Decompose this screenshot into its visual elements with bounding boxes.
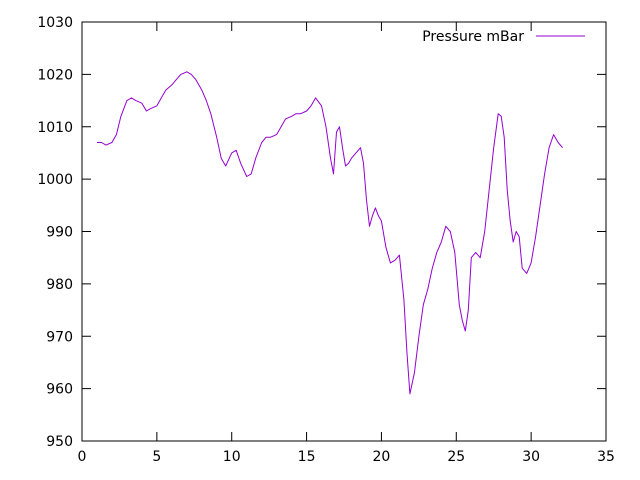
- y-tick-label: 1020: [37, 67, 73, 83]
- legend-label: Pressure mBar: [422, 29, 524, 45]
- y-tick-label: 990: [46, 225, 73, 241]
- x-tick-label: 15: [298, 449, 316, 465]
- x-tick-label: 10: [223, 449, 241, 465]
- y-tick-label: 960: [46, 382, 73, 398]
- y-tick-label: 950: [46, 434, 73, 450]
- y-tick-label: 1000: [37, 172, 73, 188]
- x-tick-label: 20: [373, 449, 391, 465]
- plot-frame: [81, 21, 607, 442]
- plot-lines: [97, 71, 563, 395]
- y-tick-label: 1010: [37, 120, 73, 136]
- x-tick-label: 35: [597, 449, 615, 465]
- x-tick-label: 30: [522, 449, 540, 465]
- y-tick-label: 980: [46, 277, 73, 293]
- x-tick-label: 0: [78, 449, 87, 465]
- legend: Pressure mBar: [422, 29, 585, 45]
- x-tick-label: 25: [447, 449, 465, 465]
- y-tick-label: 1030: [37, 15, 73, 31]
- axis-tick-labels: 950 960 970 980 990 1000 1010 1020 1030 0 5 10 15 20 2…: [37, 15, 615, 465]
- x-tick-label: 5: [152, 449, 161, 465]
- y-tick-label: 970: [46, 329, 73, 345]
- series-line-pressure: [97, 71, 563, 395]
